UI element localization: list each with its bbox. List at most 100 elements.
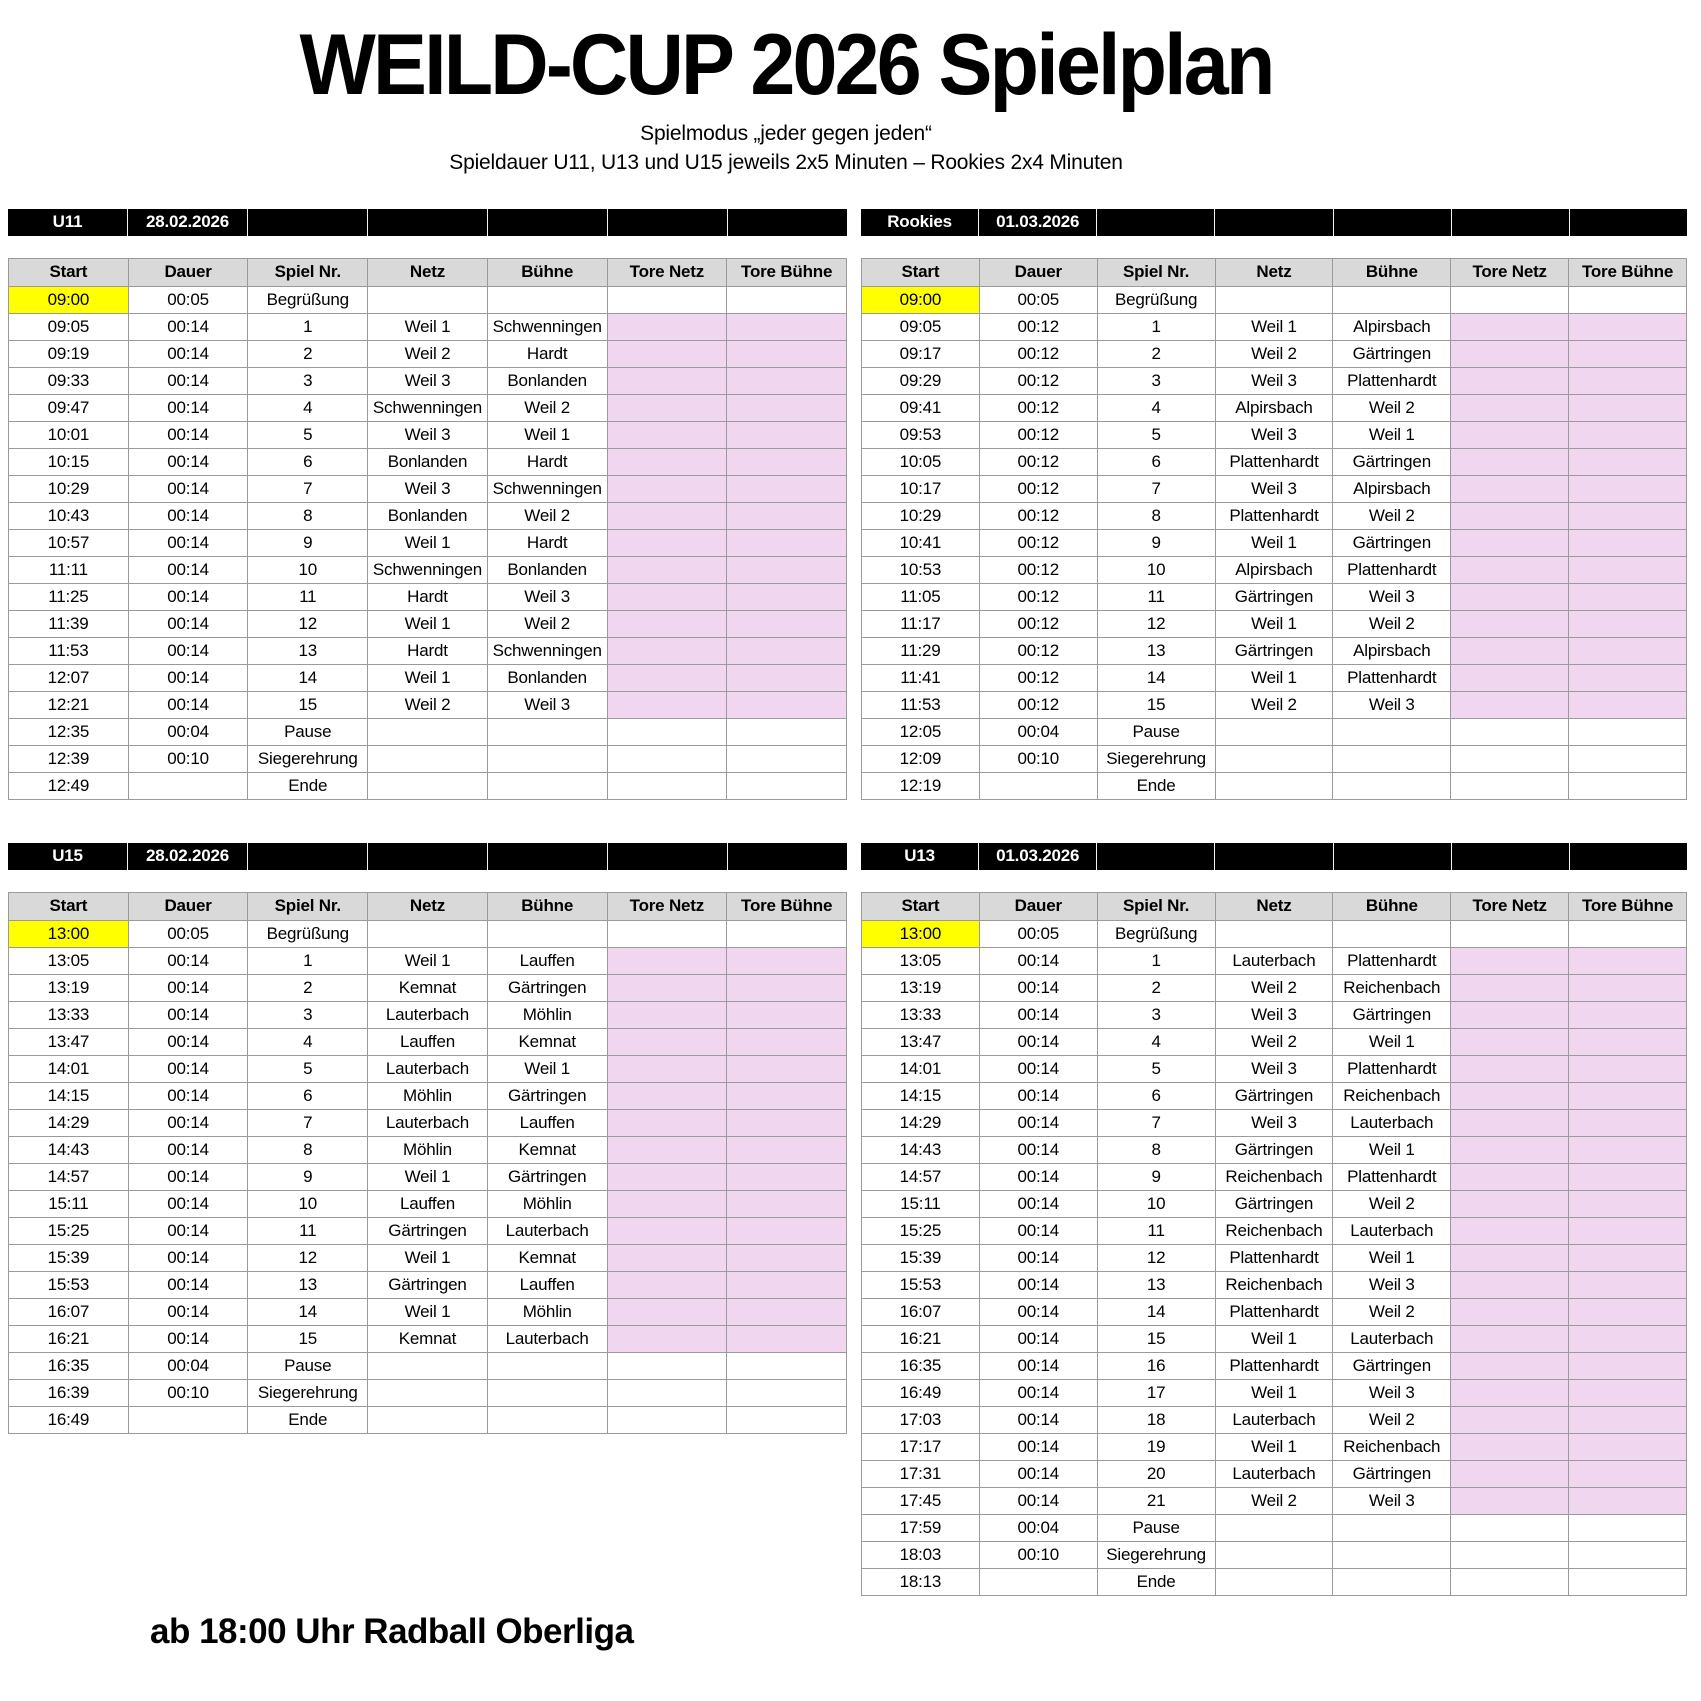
header-row: Start Dauer Spiel Nr. Netz Bühne Tore Netz Tor… bbox=[8, 891, 847, 921]
cell-tore-netz bbox=[1450, 582, 1570, 611]
cell-tore-buehne bbox=[726, 1108, 847, 1137]
cell-tore-buehne bbox=[726, 528, 847, 557]
band-spacer bbox=[608, 842, 728, 870]
cell-start: 09:29 bbox=[861, 366, 980, 395]
cell-netz bbox=[1214, 717, 1334, 746]
cell-tore-buehne bbox=[726, 393, 847, 422]
cell-netz: Weil 3 bbox=[1214, 1000, 1334, 1029]
cell-spielnr: Pause bbox=[1096, 1513, 1216, 1542]
cell-tore-netz bbox=[1450, 1027, 1570, 1056]
group-band-u11: U11 28.02.2026 bbox=[8, 208, 847, 236]
table-row: 09:41 00:12 4 Alpirsbach Weil 2 bbox=[861, 393, 1687, 422]
cell-buehne: Bonlanden bbox=[486, 366, 608, 395]
cell-spielnr: 6 bbox=[247, 1081, 369, 1110]
cell-tore-buehne bbox=[1568, 1378, 1687, 1407]
cell-buehne: Plattenhardt bbox=[1332, 366, 1452, 395]
cell-tore-netz bbox=[1450, 1108, 1570, 1137]
cell-start: 15:53 bbox=[8, 1270, 129, 1299]
cell-netz: Weil 1 bbox=[367, 528, 488, 557]
cell-tore-buehne bbox=[726, 447, 847, 476]
subtitle-mode: Spielmodus „jeder gegen jeden“ bbox=[640, 122, 932, 146]
table-row: 15:11 00:14 10 Lauffen Möhlin bbox=[8, 1189, 847, 1218]
cell-netz: Weil 2 bbox=[1214, 690, 1334, 719]
band-spacer bbox=[1097, 842, 1216, 870]
cell-tore-buehne bbox=[1568, 528, 1687, 557]
cell-start: 12:09 bbox=[861, 744, 980, 773]
cell-spielnr: Pause bbox=[247, 1351, 369, 1380]
cell-dauer: 00:12 bbox=[978, 474, 1098, 503]
cell-spielnr: 6 bbox=[247, 447, 369, 476]
cell-tore-netz bbox=[1450, 771, 1570, 800]
cell-tore-buehne bbox=[726, 973, 847, 1002]
cell-tore-buehne bbox=[1568, 447, 1687, 476]
column-header: Tore Netz bbox=[1450, 891, 1570, 921]
table-row: 18:13 Ende bbox=[861, 1567, 1687, 1596]
cell-netz: Gärtringen bbox=[1214, 1081, 1334, 1110]
cell-tore-buehne bbox=[726, 690, 847, 719]
band-spacer bbox=[1215, 842, 1334, 870]
cell-buehne: Schwenningen bbox=[486, 636, 608, 665]
table-row: 13:00 00:05 Begrüßung bbox=[861, 919, 1687, 948]
cell-start: 11:53 bbox=[8, 636, 129, 665]
cell-buehne bbox=[486, 717, 608, 746]
cell-buehne bbox=[486, 285, 608, 314]
cell-tore-netz bbox=[1450, 1054, 1570, 1083]
cell-tore-buehne bbox=[1568, 582, 1687, 611]
cell-tore-netz bbox=[1450, 1513, 1570, 1542]
cell-dauer: 00:14 bbox=[978, 1297, 1098, 1326]
table-row: 15:11 00:14 10 Gärtringen Weil 2 bbox=[861, 1189, 1687, 1218]
cell-dauer: 00:12 bbox=[978, 636, 1098, 665]
cell-netz: Weil 3 bbox=[1214, 366, 1334, 395]
table-row: 16:39 00:10 Siegerehrung bbox=[8, 1378, 847, 1407]
schedule-grid-u15: Start Dauer Spiel Nr. Netz Bühne Tore Netz Tor… bbox=[8, 891, 847, 1434]
column-header: Tore Netz bbox=[606, 891, 728, 921]
cell-spielnr: Ende bbox=[1096, 1567, 1216, 1596]
cell-start: 13:00 bbox=[861, 919, 980, 948]
cell-tore-netz bbox=[1450, 420, 1570, 449]
cell-start: 11:17 bbox=[861, 609, 980, 638]
cell-tore-netz bbox=[606, 447, 728, 476]
cell-spielnr: 10 bbox=[247, 1189, 369, 1218]
band-spacer bbox=[1570, 843, 1687, 870]
schedule-u13: U13 01.03.2026 Start Dauer Spiel Nr. Netz Bü… bbox=[861, 842, 1687, 1596]
cell-tore-buehne bbox=[726, 366, 847, 395]
column-header: Start bbox=[861, 891, 980, 921]
cell-spielnr: 9 bbox=[1096, 1162, 1216, 1191]
table-row: 17:45 00:14 21 Weil 2 Weil 3 bbox=[861, 1486, 1687, 1515]
cell-tore-buehne bbox=[726, 312, 847, 341]
group-band-u15: U15 28.02.2026 bbox=[8, 842, 847, 870]
cell-tore-buehne bbox=[726, 1054, 847, 1083]
cell-spielnr: Begrüßung bbox=[247, 285, 369, 314]
cell-spielnr: 15 bbox=[1096, 690, 1216, 719]
cell-tore-buehne bbox=[726, 285, 847, 314]
cell-tore-netz bbox=[606, 663, 728, 692]
cell-tore-buehne bbox=[1568, 1540, 1687, 1569]
cell-netz bbox=[1214, 744, 1334, 773]
cell-dauer: 00:12 bbox=[978, 528, 1098, 557]
cell-netz: Lauffen bbox=[367, 1027, 488, 1056]
cell-dauer: 00:14 bbox=[127, 312, 249, 341]
cell-tore-netz bbox=[606, 555, 728, 584]
band-spacer bbox=[488, 208, 608, 236]
cell-tore-netz bbox=[1450, 312, 1570, 341]
cell-buehne: Weil 3 bbox=[1332, 582, 1452, 611]
cell-netz: Bonlanden bbox=[367, 501, 488, 530]
cell-start: 16:39 bbox=[8, 1378, 129, 1407]
table-row: 16:07 00:14 14 Weil 1 Möhlin bbox=[8, 1297, 847, 1326]
cell-netz: Weil 1 bbox=[367, 1243, 488, 1272]
cell-buehne: Reichenbach bbox=[1332, 1081, 1452, 1110]
cell-netz: Reichenbach bbox=[1214, 1162, 1334, 1191]
cell-dauer: 00:14 bbox=[127, 1216, 249, 1245]
cell-dauer: 00:14 bbox=[978, 1216, 1098, 1245]
cell-dauer bbox=[127, 1405, 249, 1434]
cell-tore-buehne bbox=[1568, 973, 1687, 1002]
table-row: 10:29 00:14 7 Weil 3 Schwenningen bbox=[8, 474, 847, 503]
cell-buehne: Lauterbach bbox=[1332, 1108, 1452, 1137]
cell-dauer: 00:10 bbox=[127, 1378, 249, 1407]
cell-dauer: 00:14 bbox=[127, 339, 249, 368]
cell-tore-buehne bbox=[726, 1216, 847, 1245]
cell-spielnr: 9 bbox=[1096, 528, 1216, 557]
table-row: 14:29 00:14 7 Weil 3 Lauterbach bbox=[861, 1108, 1687, 1137]
table-row: 11:17 00:12 12 Weil 1 Weil 2 bbox=[861, 609, 1687, 638]
cell-buehne: Hardt bbox=[486, 339, 608, 368]
